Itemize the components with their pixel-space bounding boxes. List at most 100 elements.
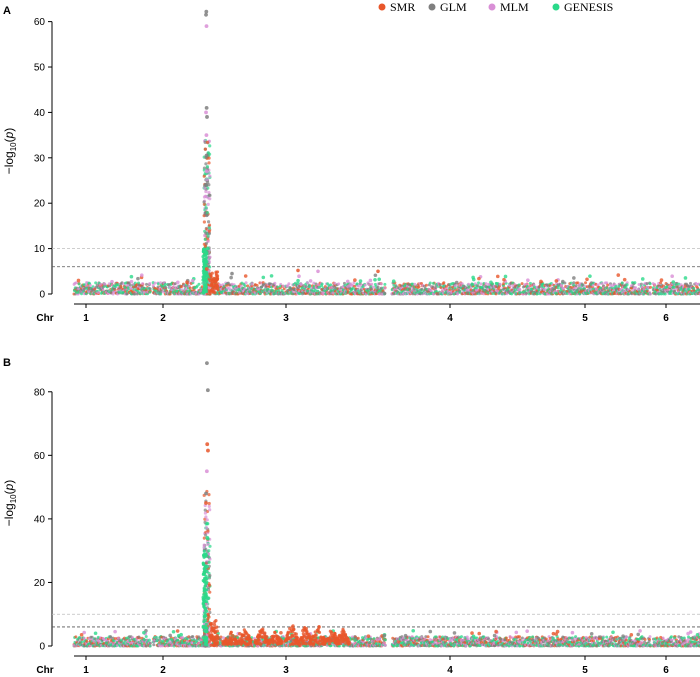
y-axis-label: −log10(p) [2, 128, 18, 175]
data-point [659, 278, 664, 282]
x-tick-label: 2 [160, 313, 166, 324]
data-point [417, 285, 421, 289]
data-point [148, 290, 152, 294]
data-point [204, 105, 209, 110]
data-point [299, 283, 303, 287]
data-point [205, 211, 210, 215]
data-point [637, 282, 641, 286]
data-point [84, 284, 88, 288]
data-point [498, 282, 502, 286]
x-tick-label: 1 [83, 313, 89, 324]
data-point [297, 274, 301, 279]
data-point [355, 282, 359, 286]
data-point [448, 288, 452, 292]
data-point [383, 291, 387, 295]
y-tick-label: 40 [34, 108, 46, 119]
data-point [210, 271, 214, 275]
data-point [203, 233, 207, 238]
data-point [281, 284, 285, 288]
data-point [520, 282, 524, 286]
data-point [438, 283, 442, 287]
data-point [204, 110, 208, 115]
data-point [572, 283, 576, 287]
data-point [88, 283, 92, 287]
data-point [94, 281, 98, 285]
data-point [484, 282, 488, 286]
data-point [670, 274, 674, 279]
data-point [671, 280, 676, 284]
data-point [125, 292, 129, 296]
data-point [554, 279, 559, 283]
data-point [368, 278, 373, 283]
data-point [255, 283, 259, 287]
panel-label: A [3, 5, 11, 17]
data-point [208, 193, 212, 197]
data-point [574, 284, 578, 288]
data-point [205, 177, 209, 182]
data-point [209, 284, 213, 288]
data-point [576, 281, 580, 285]
data-point [326, 282, 330, 286]
data-point [171, 285, 175, 289]
data-point [108, 284, 112, 288]
data-point [202, 282, 207, 286]
data-point [92, 639, 96, 643]
data-point [547, 287, 551, 291]
data-point [116, 636, 120, 640]
data-point [620, 281, 624, 285]
x-tick-label: 1 [83, 665, 89, 676]
data-point [431, 281, 435, 285]
data-point [666, 288, 670, 292]
data-point [460, 282, 464, 286]
data-point [595, 287, 599, 291]
data-point [370, 282, 374, 286]
data-point [176, 280, 180, 285]
y-axis-label: −log10(p) [2, 480, 18, 527]
data-point [93, 631, 98, 636]
data-point [656, 288, 660, 292]
data-point [518, 288, 522, 292]
data-point [495, 274, 500, 279]
data-point [203, 288, 207, 292]
data-point [207, 161, 211, 165]
data-point [129, 274, 134, 279]
data-point [304, 285, 308, 289]
data-point [439, 286, 443, 290]
data-point [204, 206, 208, 210]
data-point [434, 635, 438, 639]
data-point [377, 277, 381, 282]
data-point [640, 277, 645, 281]
data-point [214, 280, 218, 284]
data-point [296, 278, 300, 283]
x-tick-label: 6 [663, 665, 669, 676]
data-point [391, 279, 396, 283]
data-point [243, 284, 247, 288]
data-point [413, 282, 417, 286]
y-tick-label: 40 [34, 514, 46, 525]
data-point [93, 637, 97, 641]
data-point [204, 9, 209, 14]
data-point [79, 633, 84, 637]
y-tick-label: 0 [39, 642, 45, 653]
data-point [585, 277, 589, 282]
data-point [221, 636, 225, 640]
data-point [206, 202, 210, 206]
data-point [363, 283, 367, 287]
data-point [148, 644, 152, 648]
x-axis-label: Chr [36, 313, 53, 324]
data-point [640, 285, 644, 289]
data-point [287, 282, 291, 286]
scatter-points [72, 9, 700, 296]
data-point [489, 280, 493, 285]
data-point [539, 279, 543, 284]
data-point [76, 278, 81, 283]
data-point [77, 282, 81, 286]
data-point [139, 273, 144, 278]
data-point [528, 281, 532, 285]
data-point [80, 640, 84, 644]
x-tick-label: 6 [663, 313, 669, 324]
data-point [459, 635, 463, 639]
data-point [444, 285, 448, 289]
data-point [476, 284, 480, 288]
